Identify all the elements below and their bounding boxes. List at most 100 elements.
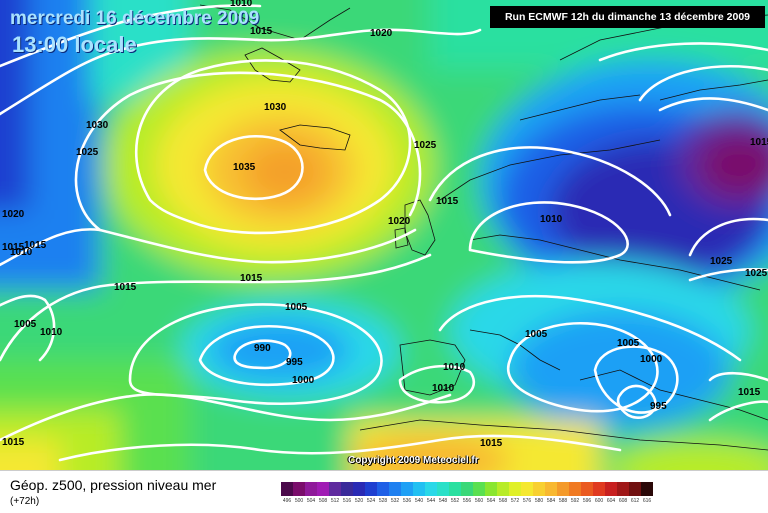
- isobar-label: 1010: [540, 214, 563, 225]
- isobar-label: 1015: [250, 26, 273, 37]
- isobar-label: 1015: [750, 137, 768, 148]
- isobar-label: 1015: [480, 438, 503, 449]
- color-scale-label: 576: [522, 498, 532, 504]
- color-scale-label: 536: [402, 498, 412, 504]
- isobar-label: 1005: [285, 302, 308, 313]
- color-scale-label: 560: [474, 498, 484, 504]
- color-scale-label: 612: [630, 498, 640, 504]
- color-swatch: [281, 482, 293, 496]
- color-scale-label: 600: [594, 498, 604, 504]
- color-swatch: [497, 482, 509, 496]
- color-scale-label: 572: [510, 498, 520, 504]
- color-scale-label: 556: [462, 498, 472, 504]
- color-swatch: [557, 482, 569, 496]
- legend-title: Géop. z500, pression niveau mer: [10, 477, 217, 493]
- color-swatch: [365, 482, 377, 496]
- color-swatch: [641, 482, 653, 496]
- isobar-label: 1015: [2, 437, 25, 448]
- color-swatch: [437, 482, 449, 496]
- color-swatch: [521, 482, 533, 496]
- isobar-label: 990: [254, 343, 271, 354]
- color-swatch: [401, 482, 413, 496]
- color-swatch: [353, 482, 365, 496]
- color-scale-label: 564: [486, 498, 496, 504]
- isobar-label: 1025: [745, 268, 768, 279]
- color-swatch: [461, 482, 473, 496]
- weather-map: 1010 1015 1020 1030 1035 1030 1025 1025 1020 1015…: [0, 0, 768, 470]
- color-swatch: [473, 482, 485, 496]
- isobar-label: 1020: [2, 209, 25, 220]
- color-swatch: [533, 482, 545, 496]
- color-swatch: [617, 482, 629, 496]
- isobar-label: 1025: [76, 147, 99, 158]
- color-scale-label: 508: [318, 498, 328, 504]
- color-swatch: [317, 482, 329, 496]
- legend-subtitle: (+72h): [10, 496, 40, 507]
- color-swatch: [389, 482, 401, 496]
- color-swatch: [629, 482, 641, 496]
- color-scale-label: 596: [582, 498, 592, 504]
- color-swatch: [293, 482, 305, 496]
- color-scale-label: 548: [438, 498, 448, 504]
- color-scale-label: 592: [570, 498, 580, 504]
- color-scale-label: 524: [366, 498, 376, 504]
- color-scale-label: 540: [414, 498, 424, 504]
- isobar-label: 1020: [370, 28, 393, 39]
- isobar-label: 1015: [24, 240, 47, 251]
- color-scale-label: 496: [282, 498, 292, 504]
- color-swatch: [329, 482, 341, 496]
- forecast-date: mercredi 16 décembre 2009: [10, 8, 260, 29]
- isobar-label: 1035: [233, 162, 256, 173]
- isobar-label: 1010: [230, 0, 253, 9]
- color-swatch: [377, 482, 389, 496]
- color-scale-label: 552: [450, 498, 460, 504]
- color-scale-label: 500: [294, 498, 304, 504]
- color-swatch: [425, 482, 437, 496]
- color-swatch: [605, 482, 617, 496]
- color-swatch: [593, 482, 605, 496]
- isobar-label: 1010: [10, 247, 33, 258]
- isobar-label: 1025: [414, 140, 437, 151]
- isobar-label: 1000: [292, 375, 315, 386]
- isobar-label: 1015: [114, 282, 137, 293]
- color-scale-label: 520: [354, 498, 364, 504]
- color-scale-label: 604: [606, 498, 616, 504]
- color-swatch: [545, 482, 557, 496]
- isobar-label: 1030: [86, 120, 109, 131]
- isobar-lines: [0, 4, 768, 462]
- geopotential-field: [0, 0, 768, 470]
- isobar-label: 1015: [436, 196, 459, 207]
- isobar-label: 1030: [264, 102, 287, 113]
- color-scale-label: 512: [330, 498, 340, 504]
- forecast-time: 13:00 locale: [12, 32, 137, 57]
- color-swatch: [305, 482, 317, 496]
- isobar-label: 1010: [432, 383, 455, 394]
- color-scale-label: 580: [534, 498, 544, 504]
- color-scale-label: 584: [546, 498, 556, 504]
- color-scale-label: 608: [618, 498, 628, 504]
- color-scale-label: 528: [378, 498, 388, 504]
- isobar-label: 1005: [617, 338, 640, 349]
- copyright-text: Copyright 2009 Meteociel.fr: [348, 455, 479, 466]
- color-swatch: [509, 482, 521, 496]
- color-scale: [281, 482, 653, 496]
- color-swatch: [341, 482, 353, 496]
- isobar-label: 1015: [738, 387, 761, 398]
- color-swatch: [485, 482, 497, 496]
- color-scale-label: 504: [306, 498, 316, 504]
- isobar-label: 1005: [14, 319, 37, 330]
- isobar-label: 1000: [640, 354, 663, 365]
- isobar-label: 1015: [240, 273, 263, 284]
- isobar-label: 995: [650, 401, 667, 412]
- color-scale-label: 588: [558, 498, 568, 504]
- color-scale-label: 568: [498, 498, 508, 504]
- isobar-label: 1010: [40, 327, 63, 338]
- isobar-label: 1010: [443, 362, 466, 373]
- legend-bar: Géop. z500, pression niveau mer (+72h) 4…: [0, 470, 768, 513]
- color-scale-label: 616: [642, 498, 652, 504]
- isobar-label: 995: [286, 357, 303, 368]
- color-swatch: [449, 482, 461, 496]
- color-swatch: [569, 482, 581, 496]
